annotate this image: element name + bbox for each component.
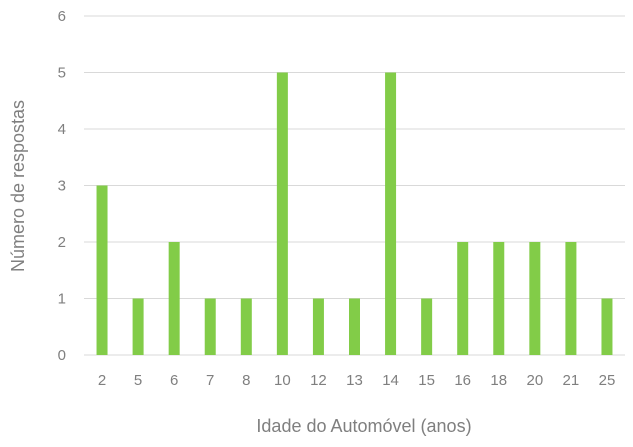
bar-25: [601, 298, 613, 355]
y-tick-label: 3: [58, 178, 66, 195]
y-tick-label: 1: [58, 291, 66, 308]
y-tick-label: 2: [58, 234, 66, 251]
x-tick-label: 25: [599, 372, 616, 389]
x-tick-label: 15: [418, 372, 435, 389]
bar-2: [96, 185, 108, 355]
x-tick-labels: 2 5 6 7 8 10 12 13 14 15 16 18 20 21 25: [98, 372, 615, 389]
x-tick-label: 6: [170, 372, 178, 389]
y-tick-label: 0: [58, 347, 66, 364]
x-tick-label: 7: [206, 372, 214, 389]
bars: [96, 72, 613, 355]
x-tick-label: 18: [490, 372, 507, 389]
y-tick-labels: 0 1 2 3 4 5 6: [58, 8, 66, 364]
y-tick-label: 5: [58, 65, 66, 82]
bar-6: [168, 242, 180, 355]
x-tick-label: 10: [274, 372, 291, 389]
bar-15: [421, 298, 433, 355]
x-tick-label: 20: [526, 372, 543, 389]
bar-8: [240, 298, 252, 355]
bar-13: [349, 298, 360, 355]
x-tick-label: 8: [242, 372, 250, 389]
bar-16: [457, 242, 469, 355]
x-tick-label: 13: [346, 372, 363, 389]
y-tick-label: 4: [58, 121, 66, 138]
y-axis-title: Número de respostas: [8, 100, 28, 272]
x-axis-title: Idade do Automóvel (anos): [256, 416, 471, 436]
bar-21: [565, 242, 577, 355]
x-tick-label: 2: [98, 372, 106, 389]
bar-10: [276, 72, 288, 355]
bar-20: [529, 242, 541, 355]
x-tick-label: 21: [563, 372, 580, 389]
bar-14: [385, 72, 397, 355]
x-tick-label: 12: [310, 372, 327, 389]
bar-12: [312, 298, 324, 355]
x-tick-label: 5: [134, 372, 142, 389]
x-tick-label: 16: [454, 372, 471, 389]
bar-18: [493, 242, 505, 355]
bar-5: [132, 298, 144, 355]
y-tick-label: 6: [58, 8, 66, 25]
x-tick-label: 14: [382, 372, 399, 389]
bar-7: [204, 298, 216, 355]
